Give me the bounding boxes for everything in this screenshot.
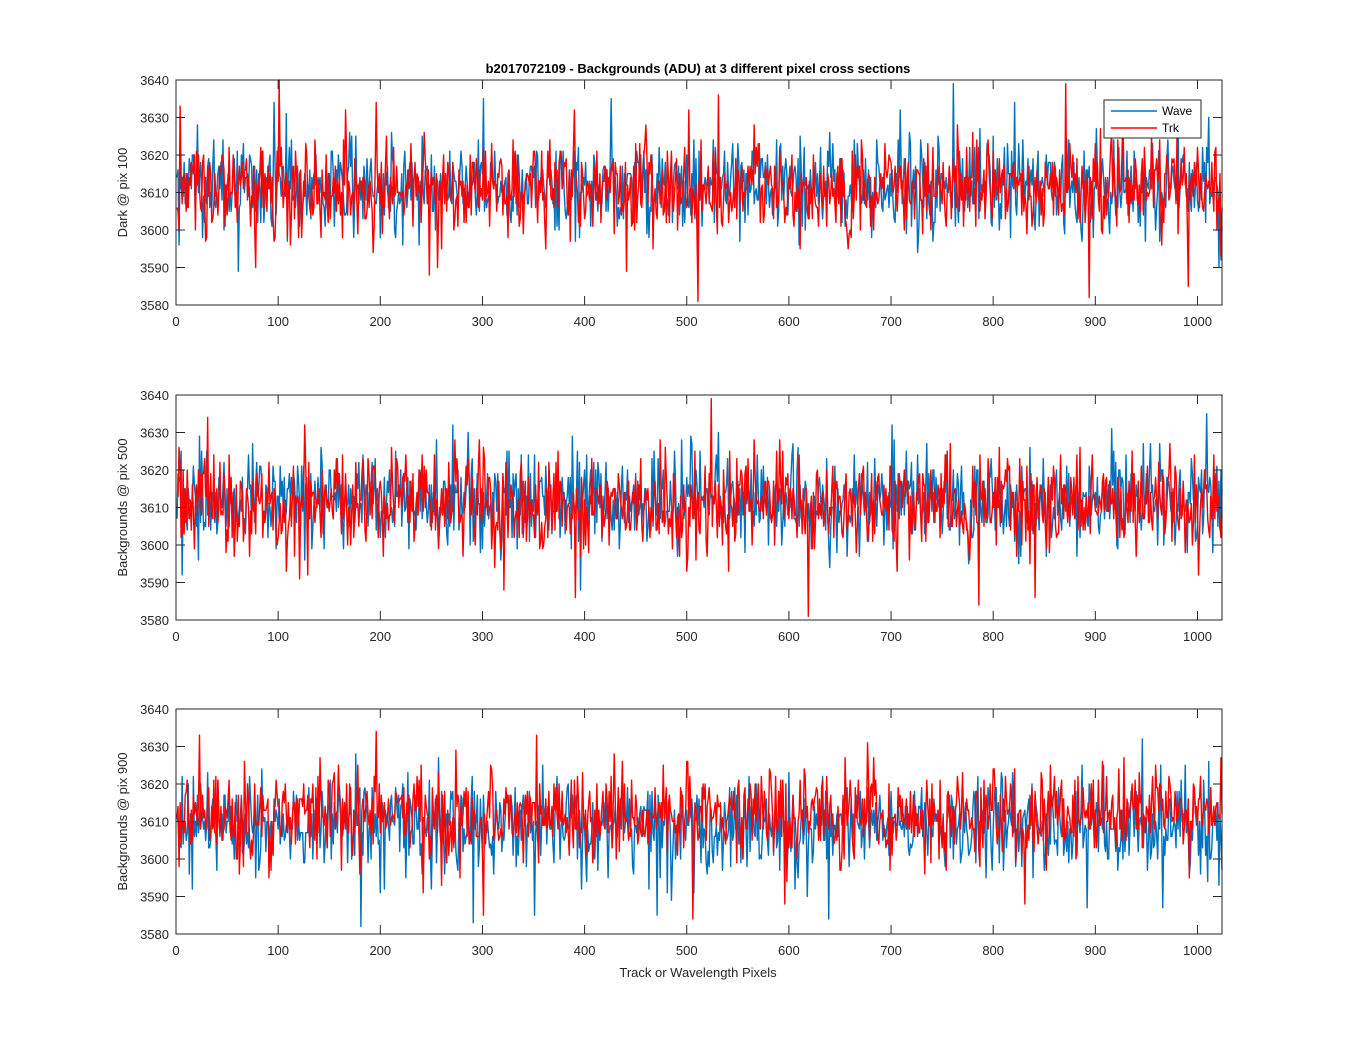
x-tick-label: 900 [1084,943,1106,958]
x-tick-label: 100 [267,943,289,958]
x-tick-label: 200 [369,629,391,644]
x-tick-label: 700 [880,314,902,329]
legend: Wave Trk [1103,99,1202,139]
x-tick-label: 400 [574,314,596,329]
series-line-trk [177,398,1223,617]
y-tick-label: 3630 [140,426,169,441]
panel-3: 0 100 200 300 400 500 600 700 800 900 1000 3580 3590… [115,702,1223,958]
legend-box [1103,99,1202,139]
y-tick-label: 3610 [140,815,169,830]
y-tick-label: 3600 [140,223,169,238]
x-tick-label: 700 [880,943,902,958]
panels: 0 100 200 300 400 500 600 700 800 900 100035803590… [115,73,1223,958]
x-tick-label: 700 [880,629,902,644]
y-axis-label: Backgrounds @ pix 500 [115,438,130,576]
x-tick-label: 900 [1084,629,1106,644]
y-tick-label: 3610 [140,186,169,201]
x-tick-label: 300 [472,314,494,329]
x-tick-label: 400 [574,629,596,644]
y-tick-label: 3580 [140,613,169,628]
y-tick-label: 3580 [140,927,169,942]
x-tick-label: 300 [472,629,494,644]
panel-2: 0 100 200 300 400 500 600 700 800 900 1000 3580 3590… [115,388,1223,644]
x-tick-label: 1000 [1183,943,1212,958]
x-tick-label: 100 [267,314,289,329]
y-axis-label: Backgrounds @ pix 900 [115,752,130,890]
legend-label-trk: Trk [1162,121,1180,135]
y-tick-label: 3590 [140,576,169,591]
x-tick-label: 800 [982,943,1004,958]
panel-1: 0 100 200 300 400 500 600 700 800 900 1000 3580 3590… [115,73,1223,329]
x-tick-label: 0 [172,943,179,958]
y-tick-label: 3590 [140,261,169,276]
series-line-trk [176,79,1223,302]
x-tick-label: 900 [1084,314,1106,329]
y-tick-label: 3640 [140,388,169,403]
y-tick-label: 3620 [140,148,169,163]
y-tick-label: 3590 [140,890,169,905]
x-tick-label: 100 [267,629,289,644]
y-tick-label: 3630 [140,111,169,126]
x-tick-label: 300 [472,943,494,958]
y-tick-label: 3580 [140,298,169,313]
series-line-wave [176,83,1223,272]
y-tick-label: 3640 [140,73,169,88]
y-tick-label: 3620 [140,777,169,792]
x-tick-label: 800 [982,314,1004,329]
y-tick-label: 3610 [140,501,169,516]
x-tick-label: 800 [982,629,1004,644]
x-tick-label: 600 [778,629,800,644]
x-tick-label: 600 [778,943,800,958]
y-tick-label: 3600 [140,538,169,553]
x-tick-label: 500 [676,943,698,958]
x-axis-label: Track or Wavelength Pixels [619,965,777,980]
x-tick-label: 0 [172,314,179,329]
x-tick-label: 600 [778,314,800,329]
x-tick-label: 500 [676,314,698,329]
y-axis-label: Dark @ pix 100 [115,148,130,238]
x-tick-label: 500 [676,629,698,644]
y-tick-label: 3640 [140,702,169,717]
x-tick-label: 200 [369,314,391,329]
y-tick-label: 3600 [140,852,169,867]
y-tick-label: 3620 [140,463,169,478]
series-line-trk [176,730,1223,920]
x-tick-label: 200 [369,943,391,958]
x-tick-label: 400 [574,943,596,958]
legend-label-wave: Wave [1162,104,1193,118]
y-tick-label: 3630 [140,740,169,755]
x-tick-label: 1000 [1183,629,1212,644]
x-tick-label: 1000 [1183,314,1212,329]
chart-title: b2017072109 - Backgrounds (ADU) at 3 dif… [486,61,911,76]
x-tick-label: 0 [172,629,179,644]
